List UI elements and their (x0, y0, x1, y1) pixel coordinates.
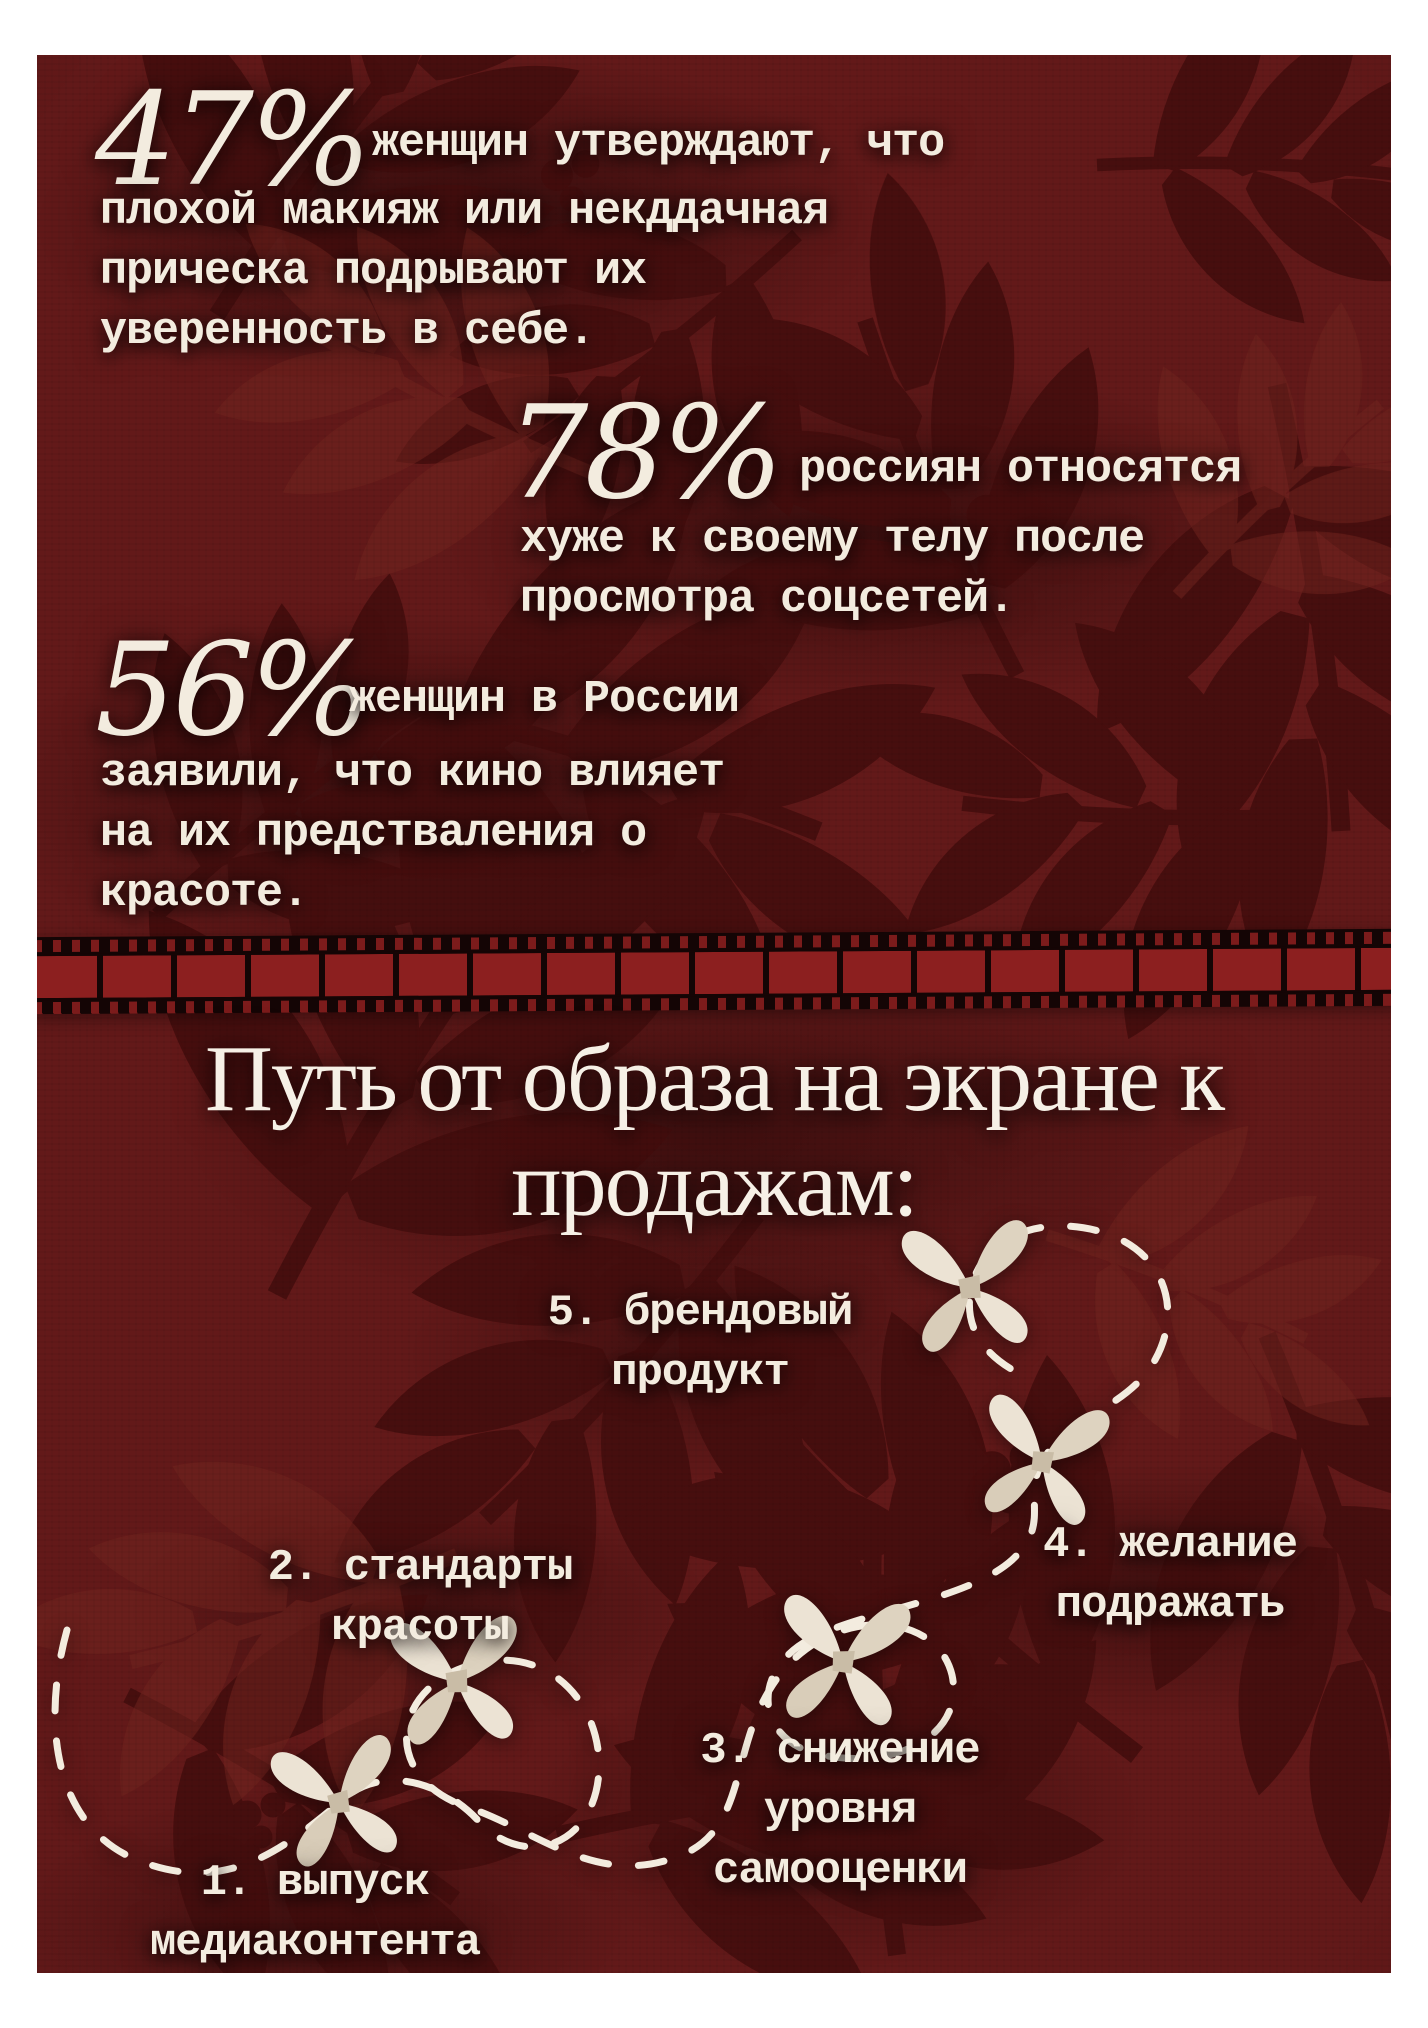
stat-value-56: 56% (95, 616, 371, 765)
bow-icon-step-4 (973, 1393, 1112, 1529)
stat-47-line-4: уверенность в себе. (100, 306, 595, 357)
flow-step-1-label: 1. выпуск медиаконтента (85, 1853, 545, 1973)
stat-56-line-2: заявили, что кино влияет (100, 748, 725, 799)
stat-56-line-1: женщин в России (349, 674, 740, 725)
film-frames (37, 945, 1391, 1001)
stat-56-line-4: красоте. (100, 868, 309, 919)
flow-step-3-line-1: 3. снижение (700, 1726, 980, 1776)
stat-value-47: 47% (95, 66, 371, 215)
sales-path-diagram (51, 1218, 1172, 1877)
flow-step-3-line-2: уровня (763, 1786, 917, 1836)
flow-step-1-line-2: медиаконтента (149, 1918, 481, 1968)
stat-value-78: 78% (507, 379, 783, 528)
dashed-flow-path (51, 1222, 1172, 1877)
flow-step-4-line-2: подражать (1055, 1580, 1286, 1630)
stat-47-line-1: женщин утверждают, что (372, 118, 945, 169)
flow-step-3-line-3: самооценки (712, 1846, 968, 1896)
film-strip-divider (37, 928, 1391, 1015)
stat-47-line-2: плохой макияж или некддачная (100, 186, 829, 237)
stat-78-line-2: хуже к своему телу после (520, 514, 1145, 565)
flow-step-5-label: 5. брендовый продукт (470, 1283, 930, 1403)
bow-icon-step-3 (774, 1593, 912, 1728)
stat-56-line-3: на их предстваления о (100, 808, 647, 859)
flow-step-4-label: 4. желание подражать (940, 1515, 1391, 1635)
bow-icon-step-1 (268, 1733, 409, 1870)
flow-step-5-line-2: продукт (611, 1348, 790, 1398)
stat-78-line-3: просмотра соцсетей. (520, 574, 1015, 625)
flow-step-5-line-1: 5. брендовый (547, 1288, 854, 1338)
infographic-poster: 47% женщин утверждают, что плохой макияж… (37, 55, 1391, 1973)
flow-step-2-line-2: красоты (331, 1603, 510, 1653)
flow-step-4-line-1: 4. желание (1042, 1520, 1298, 1570)
flow-step-2-label: 2. стандарты красоты (190, 1538, 650, 1658)
stat-47-line-3: прическа подрывают их (100, 246, 647, 297)
stat-78-line-1: россиян относятся (799, 444, 1242, 495)
section-title-line-2: продажам: (511, 1132, 918, 1237)
flow-step-2-line-1: 2. стандарты (267, 1543, 574, 1593)
flow-step-1-line-1: 1. выпуск (200, 1858, 431, 1908)
section-title: Путь от образа на экране к продажам: (37, 1027, 1391, 1238)
section-title-line-1: Путь от образа на экране к (204, 1027, 1225, 1131)
flow-step-3-label: 3. снижение уровня самооценки (610, 1721, 1070, 1901)
